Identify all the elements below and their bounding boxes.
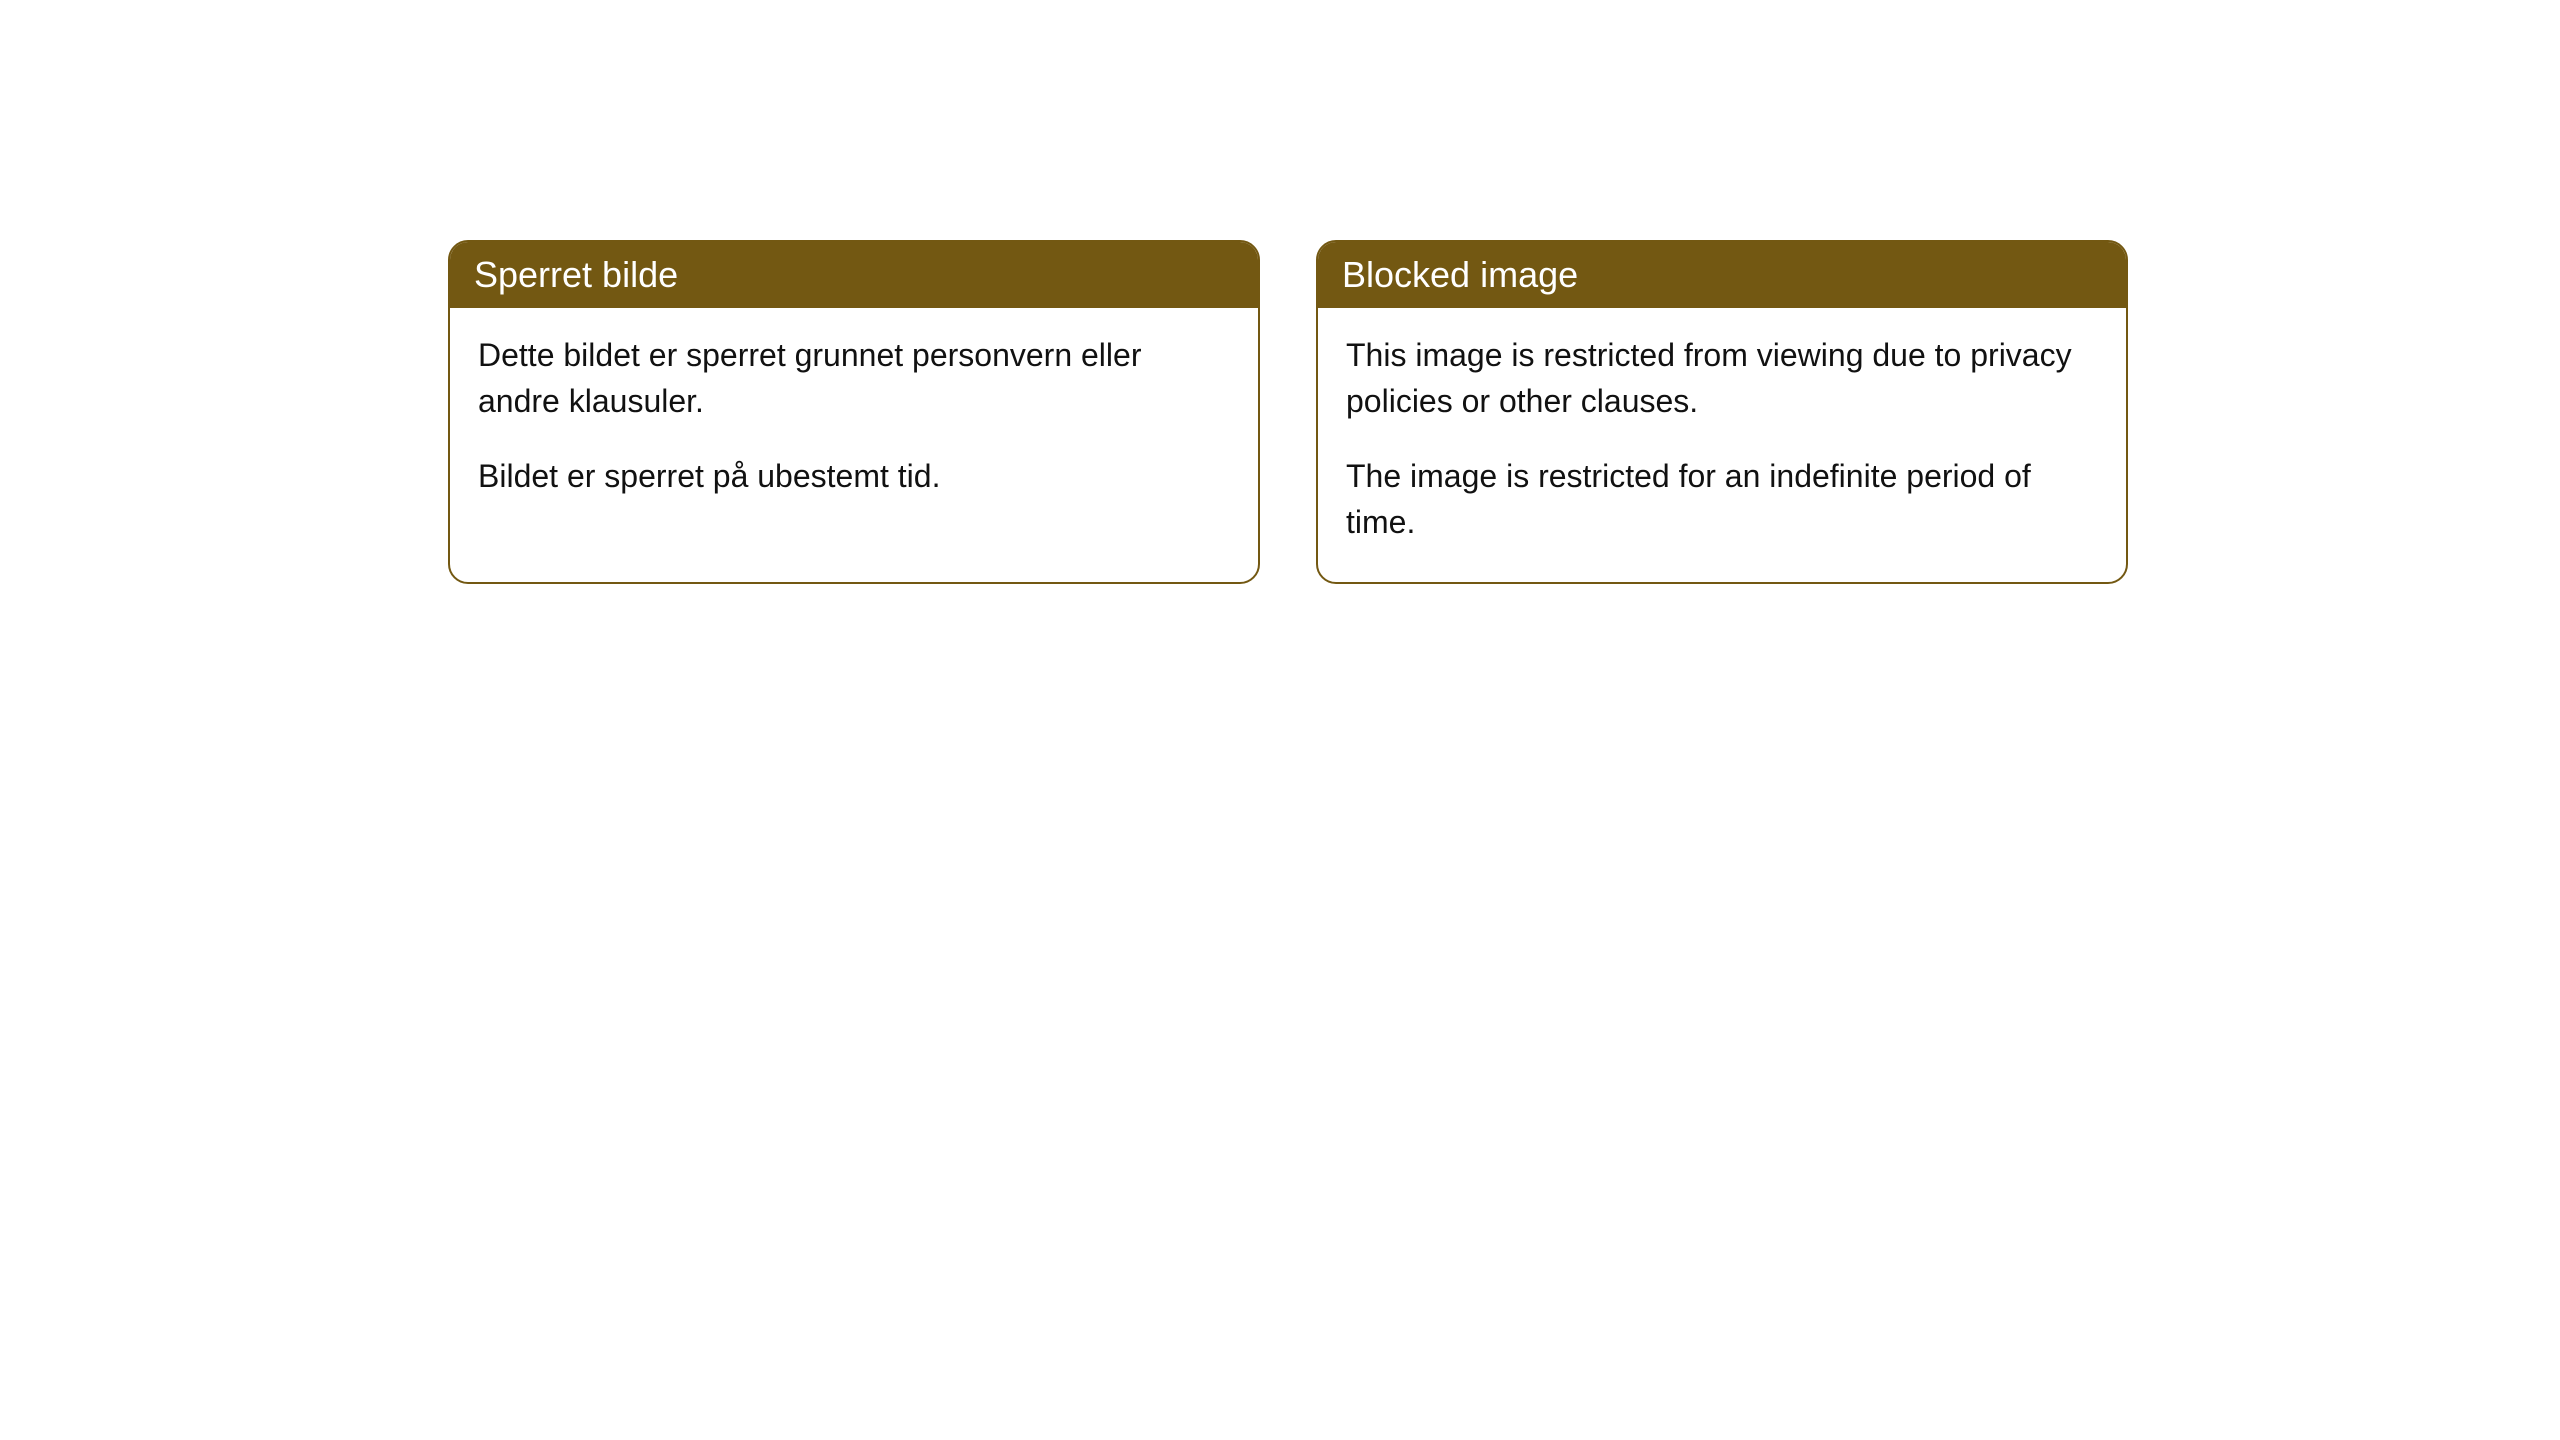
card-header: Blocked image	[1318, 242, 2126, 308]
card-title: Sperret bilde	[474, 254, 678, 295]
notice-cards-container: Sperret bilde Dette bildet er sperret gr…	[448, 240, 2128, 584]
notice-card-english: Blocked image This image is restricted f…	[1316, 240, 2128, 584]
card-header: Sperret bilde	[450, 242, 1258, 308]
card-paragraph: This image is restricted from viewing du…	[1346, 332, 2098, 425]
notice-card-norwegian: Sperret bilde Dette bildet er sperret gr…	[448, 240, 1260, 584]
card-title: Blocked image	[1342, 254, 1578, 295]
card-body: Dette bildet er sperret grunnet personve…	[450, 308, 1258, 535]
card-body: This image is restricted from viewing du…	[1318, 308, 2126, 582]
card-paragraph: The image is restricted for an indefinit…	[1346, 453, 2098, 546]
card-paragraph: Dette bildet er sperret grunnet personve…	[478, 332, 1230, 425]
card-paragraph: Bildet er sperret på ubestemt tid.	[478, 453, 1230, 499]
